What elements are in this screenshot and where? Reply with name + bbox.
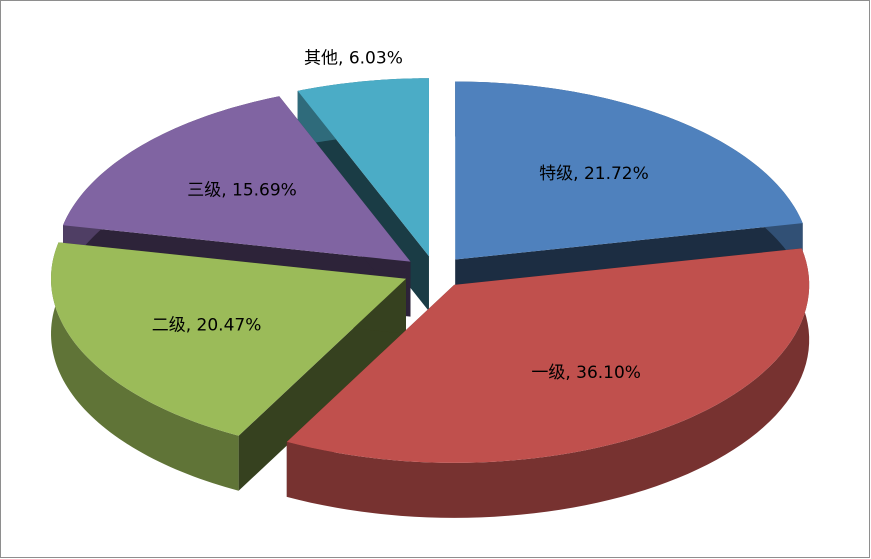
slice-rim [51,242,239,491]
slice-top [297,78,429,257]
slice-top [51,242,407,436]
data-label: 一级, 36.10% [531,363,641,383]
data-label: 三级, 15.69% [187,181,297,201]
data-label: 特级, 21.72% [539,164,649,184]
data-label: 二级, 20.47% [152,315,262,335]
slice-wall [238,278,407,491]
data-label: 其他, 6.03% [304,49,403,69]
slice-top [286,248,810,463]
slice-top [63,96,411,262]
slice-top [455,81,803,260]
slice-rim [286,248,810,518]
